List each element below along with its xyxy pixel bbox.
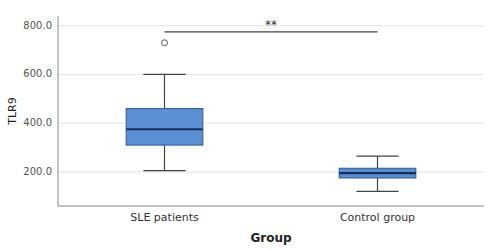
median — [126, 128, 203, 130]
plot-area — [126, 40, 416, 192]
box-group — [339, 156, 416, 191]
x-axis-title: Group — [250, 231, 292, 245]
y-axis-title: TLR9 — [6, 97, 19, 126]
chart: 200.0 400.0 600.0 800.0 SLE patients Control … — [0, 0, 500, 250]
chart-container: 200.0 400.0 600.0 800.0 SLE patients Control … — [0, 0, 500, 250]
whisker-cap-low — [143, 170, 185, 171]
y-tick-label: 600.0 — [23, 68, 52, 79]
whisker-high — [164, 74, 165, 108]
grid-line — [58, 74, 484, 75]
significance-text: ** — [265, 18, 277, 32]
median — [339, 172, 416, 174]
x-axis-line — [58, 206, 484, 207]
box — [126, 109, 203, 146]
outlier — [162, 40, 168, 46]
grid-line — [58, 123, 484, 124]
y-tick-label: 200.0 — [23, 166, 52, 177]
y-axis-line — [58, 16, 59, 206]
grid-line — [58, 171, 484, 172]
box-group — [126, 40, 203, 171]
whisker-high — [377, 156, 378, 168]
whisker-low — [164, 145, 165, 171]
whisker-cap-low — [356, 191, 398, 192]
y-tick-label: 400.0 — [23, 117, 52, 128]
whisker-low — [377, 178, 378, 191]
whisker-cap-high — [143, 74, 185, 75]
grid — [58, 26, 484, 172]
y-tick-label: 800.0 — [23, 20, 52, 31]
whisker-cap-high — [356, 155, 398, 156]
x-tick-label: Control group — [340, 211, 415, 224]
x-tick-label: SLE patients — [130, 211, 199, 224]
box — [339, 168, 416, 178]
